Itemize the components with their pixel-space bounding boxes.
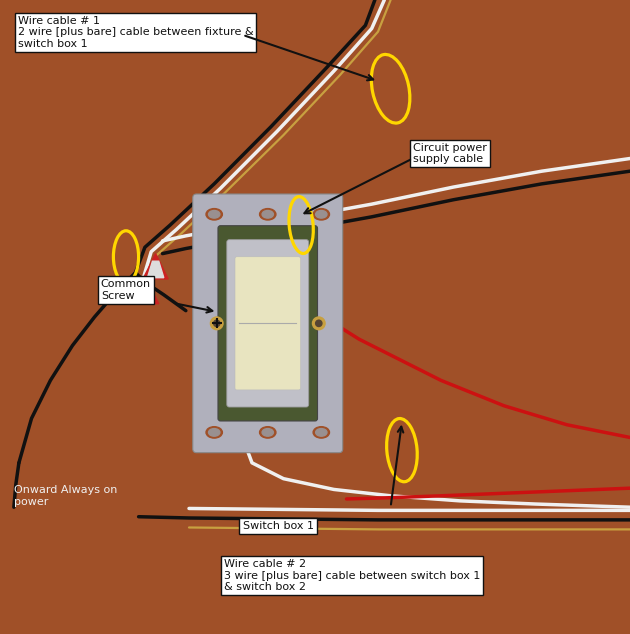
- FancyBboxPatch shape: [235, 257, 301, 390]
- Ellipse shape: [206, 209, 222, 220]
- Text: Common
Screw: Common Screw: [101, 279, 151, 301]
- Ellipse shape: [206, 427, 222, 438]
- Text: Circuit power
supply cable: Circuit power supply cable: [413, 143, 486, 164]
- Circle shape: [214, 320, 220, 327]
- FancyBboxPatch shape: [193, 194, 343, 453]
- Circle shape: [316, 320, 322, 327]
- Ellipse shape: [260, 209, 276, 220]
- Ellipse shape: [209, 429, 220, 436]
- Polygon shape: [138, 286, 154, 302]
- Ellipse shape: [262, 429, 273, 436]
- Polygon shape: [147, 261, 164, 278]
- Text: Onward Always on
power: Onward Always on power: [14, 485, 117, 507]
- Ellipse shape: [313, 209, 329, 220]
- Ellipse shape: [262, 210, 273, 218]
- Text: Switch box 1: Switch box 1: [243, 521, 314, 531]
- FancyBboxPatch shape: [227, 240, 309, 407]
- Ellipse shape: [313, 427, 329, 438]
- Ellipse shape: [209, 210, 220, 218]
- Polygon shape: [143, 254, 168, 279]
- Circle shape: [210, 317, 223, 330]
- Ellipse shape: [260, 427, 276, 438]
- Text: Wire cable # 1
2 wire [plus bare] cable between fixture &
switch box 1: Wire cable # 1 2 wire [plus bare] cable …: [18, 16, 253, 49]
- Polygon shape: [134, 278, 159, 304]
- Text: Wire cable # 2
3 wire [plus bare] cable between switch box 1
& switch box 2: Wire cable # 2 3 wire [plus bare] cable …: [224, 559, 480, 592]
- Circle shape: [312, 317, 325, 330]
- Ellipse shape: [316, 429, 327, 436]
- FancyBboxPatch shape: [218, 226, 318, 421]
- Ellipse shape: [316, 210, 327, 218]
